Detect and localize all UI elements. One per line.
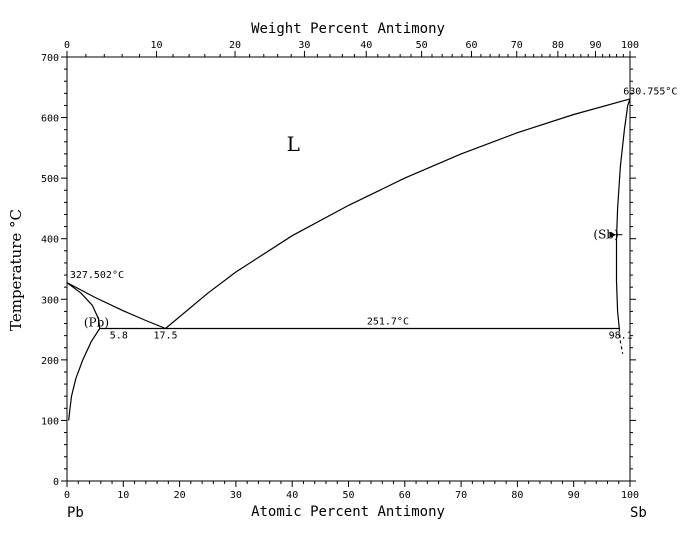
annotation-label: 630.755°C [623,87,677,98]
top-tick-label: 100 [621,40,639,51]
x-tick-label: 70 [455,490,467,501]
y-tick-label: 300 [41,295,59,306]
y-axis-title: Temperature °C [7,209,25,331]
top-axis-title: Weight Percent Antimony [251,21,445,37]
annotation-label: 17.5 [153,331,177,342]
top-tick-label: 80 [552,40,564,51]
annotation-label: 327.502°C [70,270,124,281]
top-tick-label: 90 [589,40,601,51]
y-tick-label: 600 [41,114,59,125]
annotation-label: (Pb) [84,316,109,330]
x-tick-label: 60 [399,490,411,501]
curve-sb-solidus [615,98,631,329]
x-tick-label: 30 [230,490,242,501]
element-left-label: Pb [67,505,84,521]
x-tick-label: 90 [568,490,580,501]
top-tick-label: 0 [64,40,70,51]
x-axis-title: Atomic Percent Antimony [251,504,445,520]
y-tick-label: 700 [41,53,59,64]
top-tick-label: 60 [465,40,477,51]
annotation-label: 5.8 [110,331,128,342]
curve-sb-solvus [618,328,624,354]
y-tick-label: 400 [41,235,59,246]
top-tick-label: 40 [360,40,372,51]
top-tick-label: 70 [511,40,523,51]
element-right-label: Sb [630,505,647,521]
x-tick-label: 0 [64,490,70,501]
top-tick-label: 10 [151,40,163,51]
top-tick-label: 50 [416,40,428,51]
arrow-head-icon [609,231,617,238]
curve-liquidus-left [66,282,166,330]
x-tick-label: 100 [621,490,639,501]
annotation-label: 251.7°C [367,317,409,328]
curve-pb-solvus [68,328,101,421]
plot-frame [66,56,631,482]
x-tick-label: 10 [117,490,129,501]
top-tick-label: 30 [298,40,310,51]
y-tick-label: 500 [41,174,59,185]
curve-pb-solidus [66,282,101,329]
x-tick-label: 50 [342,490,354,501]
y-tick-label: 200 [41,356,59,367]
annotation-label: L [287,132,300,156]
top-tick-label: 20 [229,40,241,51]
x-tick-label: 20 [174,490,186,501]
y-tick-label: 100 [41,416,59,427]
curve-liquidus-right [165,98,631,329]
y-tick-label: 0 [53,477,59,488]
x-tick-label: 40 [286,490,298,501]
annotation-label: (Sb) [593,228,618,242]
annotation-label: 98.1 [609,331,633,342]
x-tick-label: 80 [511,490,523,501]
